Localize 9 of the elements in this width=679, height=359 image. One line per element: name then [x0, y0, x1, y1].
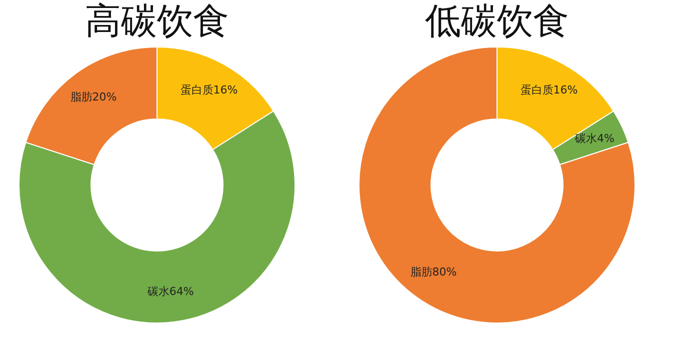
slice-label: 脂肪80% — [410, 265, 457, 278]
donut-slice — [358, 46, 636, 324]
chart-title: 高碳饮食 — [85, 1, 229, 42]
slice-label: 碳水64% — [146, 285, 194, 298]
slice-label: 碳水4% — [574, 132, 614, 146]
slice-label: 蛋白质16% — [520, 83, 578, 96]
slice-label: 蛋白质16% — [180, 83, 238, 96]
chart-title: 低碳饮食 — [425, 1, 569, 42]
slice-label: 脂肪20% — [70, 90, 117, 104]
